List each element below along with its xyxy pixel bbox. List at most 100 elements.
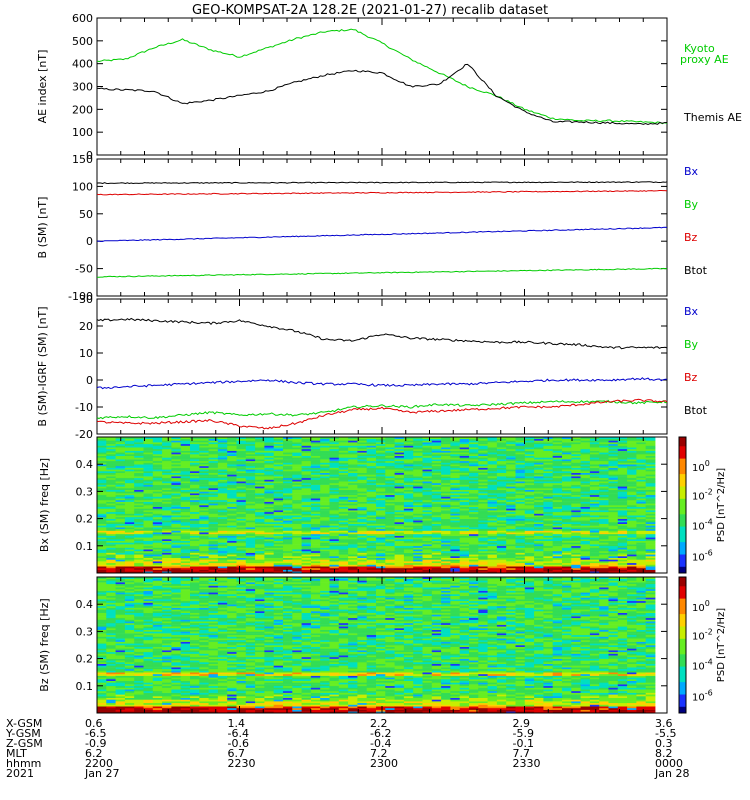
- spectrogram-cell: [97, 556, 107, 558]
- spectrogram-cell: [255, 443, 265, 446]
- spectrogram-cell: [571, 455, 581, 458]
- spectrogram-cell: [171, 460, 182, 463]
- spectrogram-cell: [403, 520, 414, 523]
- spectrogram-cell: [217, 559, 228, 562]
- spectrogram-cell: [236, 474, 247, 477]
- spectrogram-cell: [255, 496, 265, 499]
- spectrogram-cell: [292, 459, 302, 462]
- spectrogram-cell: [171, 442, 182, 445]
- spectrogram-cell: [589, 564, 600, 567]
- spectrogram-cell: [636, 544, 647, 547]
- spectrogram-cell: [245, 542, 256, 545]
- spectrogram-cell: [124, 455, 135, 458]
- spectrogram-cell: [394, 537, 405, 540]
- spectrogram-cell: [608, 476, 619, 479]
- spectrogram-cell: [348, 545, 358, 548]
- spectrogram-cell: [506, 516, 516, 519]
- spectrogram-cell: [283, 516, 293, 519]
- spectrogram-cell: [441, 501, 451, 504]
- spectrogram-cell: [441, 469, 451, 472]
- spectrogram-cell: [599, 496, 609, 499]
- spectrogram-cell: [385, 484, 395, 487]
- spectrogram-cell: [227, 462, 237, 465]
- spectrogram-cell: [580, 438, 591, 441]
- spectrogram-cell: [227, 520, 237, 523]
- spectrogram-cell: [534, 491, 544, 494]
- spectrogram-cell: [645, 567, 656, 570]
- spectrogram-cell: [589, 481, 600, 484]
- spectrogram-cell: [376, 520, 386, 523]
- series-line: [96, 190, 668, 196]
- spectrogram-cell: [571, 513, 581, 516]
- spectrogram-cell: [394, 440, 405, 443]
- spectrogram-cell: [106, 447, 116, 450]
- spectrogram-cell: [469, 545, 479, 548]
- spectrogram-cell: [478, 486, 488, 489]
- spectrogram-cell: [217, 498, 228, 501]
- spectrogram-cell: [524, 525, 535, 528]
- spectrogram-cell: [124, 508, 135, 511]
- spectrogram-cell: [329, 530, 340, 533]
- spectrogram-cell: [403, 571, 414, 574]
- spectrogram-cell: [534, 542, 544, 545]
- spectrogram-cell: [376, 569, 386, 572]
- spectrogram-cell: [180, 542, 191, 545]
- spectrogram-cell: [608, 506, 619, 509]
- spectrogram-cell: [106, 454, 116, 456]
- spectrogram-cell: [506, 474, 516, 477]
- spectrogram-cell: [599, 515, 609, 518]
- spectrogram-cell: [441, 537, 451, 540]
- spectrogram-cell: [394, 460, 405, 463]
- spectrogram-cell: [366, 539, 377, 541]
- spectrogram-cell: [589, 535, 600, 538]
- spectrogram-cell: [124, 496, 135, 499]
- spectrogram-cell: [589, 516, 600, 519]
- spectrogram-cell: [171, 489, 182, 492]
- spectrogram-cell: [552, 547, 563, 550]
- spectrogram-cell: [264, 537, 275, 540]
- spectrogram-cell: [124, 547, 135, 550]
- spectrogram-cell: [115, 561, 126, 564]
- spectrogram-cell: [199, 465, 209, 468]
- spectrogram-cell: [524, 499, 535, 502]
- spectrogram-cell: [403, 544, 414, 547]
- spectrogram-cell: [617, 484, 628, 487]
- spectrogram-cell: [338, 554, 349, 557]
- spectrogram-cell: [273, 447, 284, 450]
- spectrogram-cell: [97, 567, 107, 570]
- spectrogram-cell: [422, 515, 433, 518]
- spectrogram-cell: [515, 566, 526, 569]
- spectrogram-cell: [301, 552, 312, 555]
- ytick-label: 0: [86, 374, 93, 387]
- spectrogram-cell: [487, 491, 498, 494]
- spectrogram-cell: [190, 493, 200, 496]
- spectrogram-cell: [357, 465, 368, 468]
- spectrogram-cell: [636, 533, 647, 536]
- spectrogram-cell: [450, 523, 461, 526]
- spectrogram-cell: [487, 445, 498, 448]
- spectrogram-cell: [134, 491, 144, 494]
- spectrogram-cell: [534, 448, 544, 451]
- spectrogram-cell: [171, 508, 182, 511]
- spectrogram-cell: [506, 465, 516, 468]
- spectrogram-cell: [301, 550, 312, 553]
- spectrogram-cell: [636, 515, 647, 518]
- spectrogram-cell: [236, 438, 247, 441]
- spectrogram-cell: [255, 508, 265, 511]
- spectrogram-cell: [106, 503, 116, 506]
- spectrogram-cell: [227, 491, 237, 494]
- spectrogram-cell: [441, 511, 451, 514]
- spectrogram-cell: [496, 494, 507, 497]
- spectrogram-cell: [589, 567, 600, 570]
- spectrogram-cell: [97, 457, 107, 460]
- spectrogram-cell: [217, 533, 228, 536]
- spectrogram-cell: [301, 544, 312, 547]
- spectrogram-cell: [617, 467, 628, 470]
- spectrogram-cell: [236, 532, 247, 535]
- spectrogram-cell: [580, 554, 591, 557]
- spectrogram-cell: [273, 443, 284, 446]
- spectrogram-cell: [357, 537, 368, 540]
- spectrogram-cell: [580, 484, 591, 487]
- spectrogram-cell: [385, 445, 395, 448]
- spectrogram-cell: [255, 530, 265, 533]
